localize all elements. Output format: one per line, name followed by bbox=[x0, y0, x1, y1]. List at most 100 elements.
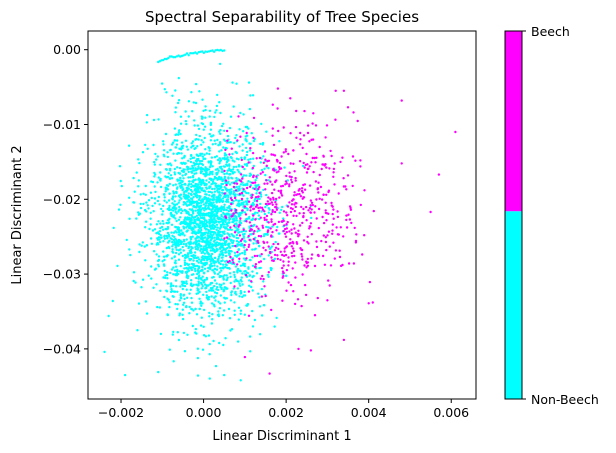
data-point bbox=[244, 146, 248, 150]
data-point bbox=[157, 265, 160, 268]
data-point bbox=[208, 342, 211, 346]
data-point bbox=[192, 201, 196, 204]
data-point bbox=[223, 213, 226, 216]
data-point bbox=[239, 111, 242, 115]
data-point bbox=[197, 202, 201, 205]
data-point bbox=[193, 224, 196, 228]
data-point bbox=[235, 165, 238, 168]
data-point bbox=[194, 82, 198, 86]
data-point bbox=[363, 234, 366, 237]
data-point bbox=[190, 200, 194, 203]
data-point bbox=[169, 285, 173, 288]
data-point bbox=[215, 220, 218, 223]
data-point bbox=[179, 122, 183, 125]
data-point bbox=[228, 192, 232, 195]
data-point bbox=[287, 260, 290, 263]
data-point bbox=[311, 156, 314, 160]
data-point bbox=[196, 356, 200, 360]
data-point bbox=[201, 198, 204, 201]
data-point bbox=[177, 210, 180, 213]
data-point bbox=[247, 267, 250, 270]
data-point bbox=[233, 214, 237, 218]
data-point bbox=[311, 138, 315, 141]
data-point bbox=[224, 215, 227, 218]
data-point bbox=[213, 139, 216, 142]
data-point bbox=[251, 218, 254, 221]
data-point bbox=[269, 251, 272, 255]
data-point bbox=[204, 244, 208, 247]
data-point bbox=[279, 250, 282, 253]
colorbar-frame bbox=[504, 30, 523, 400]
data-point bbox=[293, 302, 297, 306]
data-point bbox=[147, 274, 150, 277]
data-point bbox=[173, 139, 176, 142]
data-point bbox=[235, 233, 239, 237]
data-point bbox=[170, 208, 173, 211]
data-point bbox=[202, 293, 205, 296]
data-point bbox=[258, 229, 261, 232]
data-point bbox=[253, 199, 256, 203]
data-point bbox=[227, 209, 231, 213]
data-point bbox=[185, 244, 188, 248]
data-point bbox=[196, 272, 199, 276]
data-point bbox=[171, 248, 174, 251]
data-point bbox=[244, 213, 248, 216]
data-point bbox=[309, 222, 313, 225]
data-point bbox=[194, 159, 198, 162]
data-point bbox=[160, 225, 164, 229]
data-point bbox=[327, 212, 330, 215]
data-point bbox=[223, 192, 226, 195]
data-point bbox=[215, 244, 218, 247]
data-point bbox=[269, 197, 272, 201]
data-point bbox=[232, 165, 236, 169]
data-point bbox=[273, 249, 277, 252]
data-point bbox=[219, 217, 222, 220]
data-point bbox=[216, 210, 219, 213]
data-point bbox=[240, 291, 243, 295]
data-point bbox=[287, 264, 290, 267]
data-point bbox=[195, 332, 198, 335]
data-point bbox=[200, 256, 204, 259]
data-point bbox=[271, 183, 274, 186]
data-point bbox=[256, 197, 260, 201]
data-point bbox=[238, 282, 241, 285]
data-point bbox=[201, 348, 205, 351]
data-point bbox=[222, 266, 225, 269]
data-point bbox=[229, 255, 232, 259]
data-point bbox=[273, 253, 277, 257]
data-point bbox=[228, 259, 231, 263]
data-point bbox=[203, 240, 207, 244]
data-point bbox=[283, 232, 287, 235]
data-point bbox=[235, 222, 238, 225]
data-point bbox=[191, 209, 195, 213]
data-point bbox=[259, 195, 263, 198]
data-point bbox=[202, 179, 205, 182]
data-point bbox=[162, 276, 165, 279]
data-point bbox=[179, 186, 183, 189]
data-point bbox=[213, 217, 216, 220]
y-tick-label: −0.03 bbox=[43, 267, 81, 282]
data-point bbox=[193, 164, 196, 167]
data-point bbox=[254, 205, 258, 208]
data-point bbox=[236, 168, 239, 172]
data-point bbox=[276, 257, 279, 261]
data-point bbox=[235, 185, 238, 189]
data-point bbox=[300, 304, 303, 308]
data-point bbox=[236, 270, 239, 273]
data-point bbox=[222, 276, 225, 280]
data-point bbox=[234, 211, 238, 214]
data-point bbox=[194, 247, 198, 251]
data-point bbox=[145, 121, 148, 124]
data-point bbox=[198, 290, 201, 294]
data-point bbox=[218, 175, 221, 179]
data-point bbox=[232, 235, 236, 238]
data-point bbox=[339, 160, 342, 164]
data-point bbox=[198, 307, 201, 311]
data-point bbox=[244, 138, 247, 142]
data-point bbox=[313, 314, 317, 317]
data-point bbox=[221, 188, 225, 192]
data-point bbox=[172, 152, 175, 155]
data-point bbox=[259, 216, 262, 219]
data-point bbox=[173, 173, 177, 176]
data-point bbox=[152, 143, 155, 147]
